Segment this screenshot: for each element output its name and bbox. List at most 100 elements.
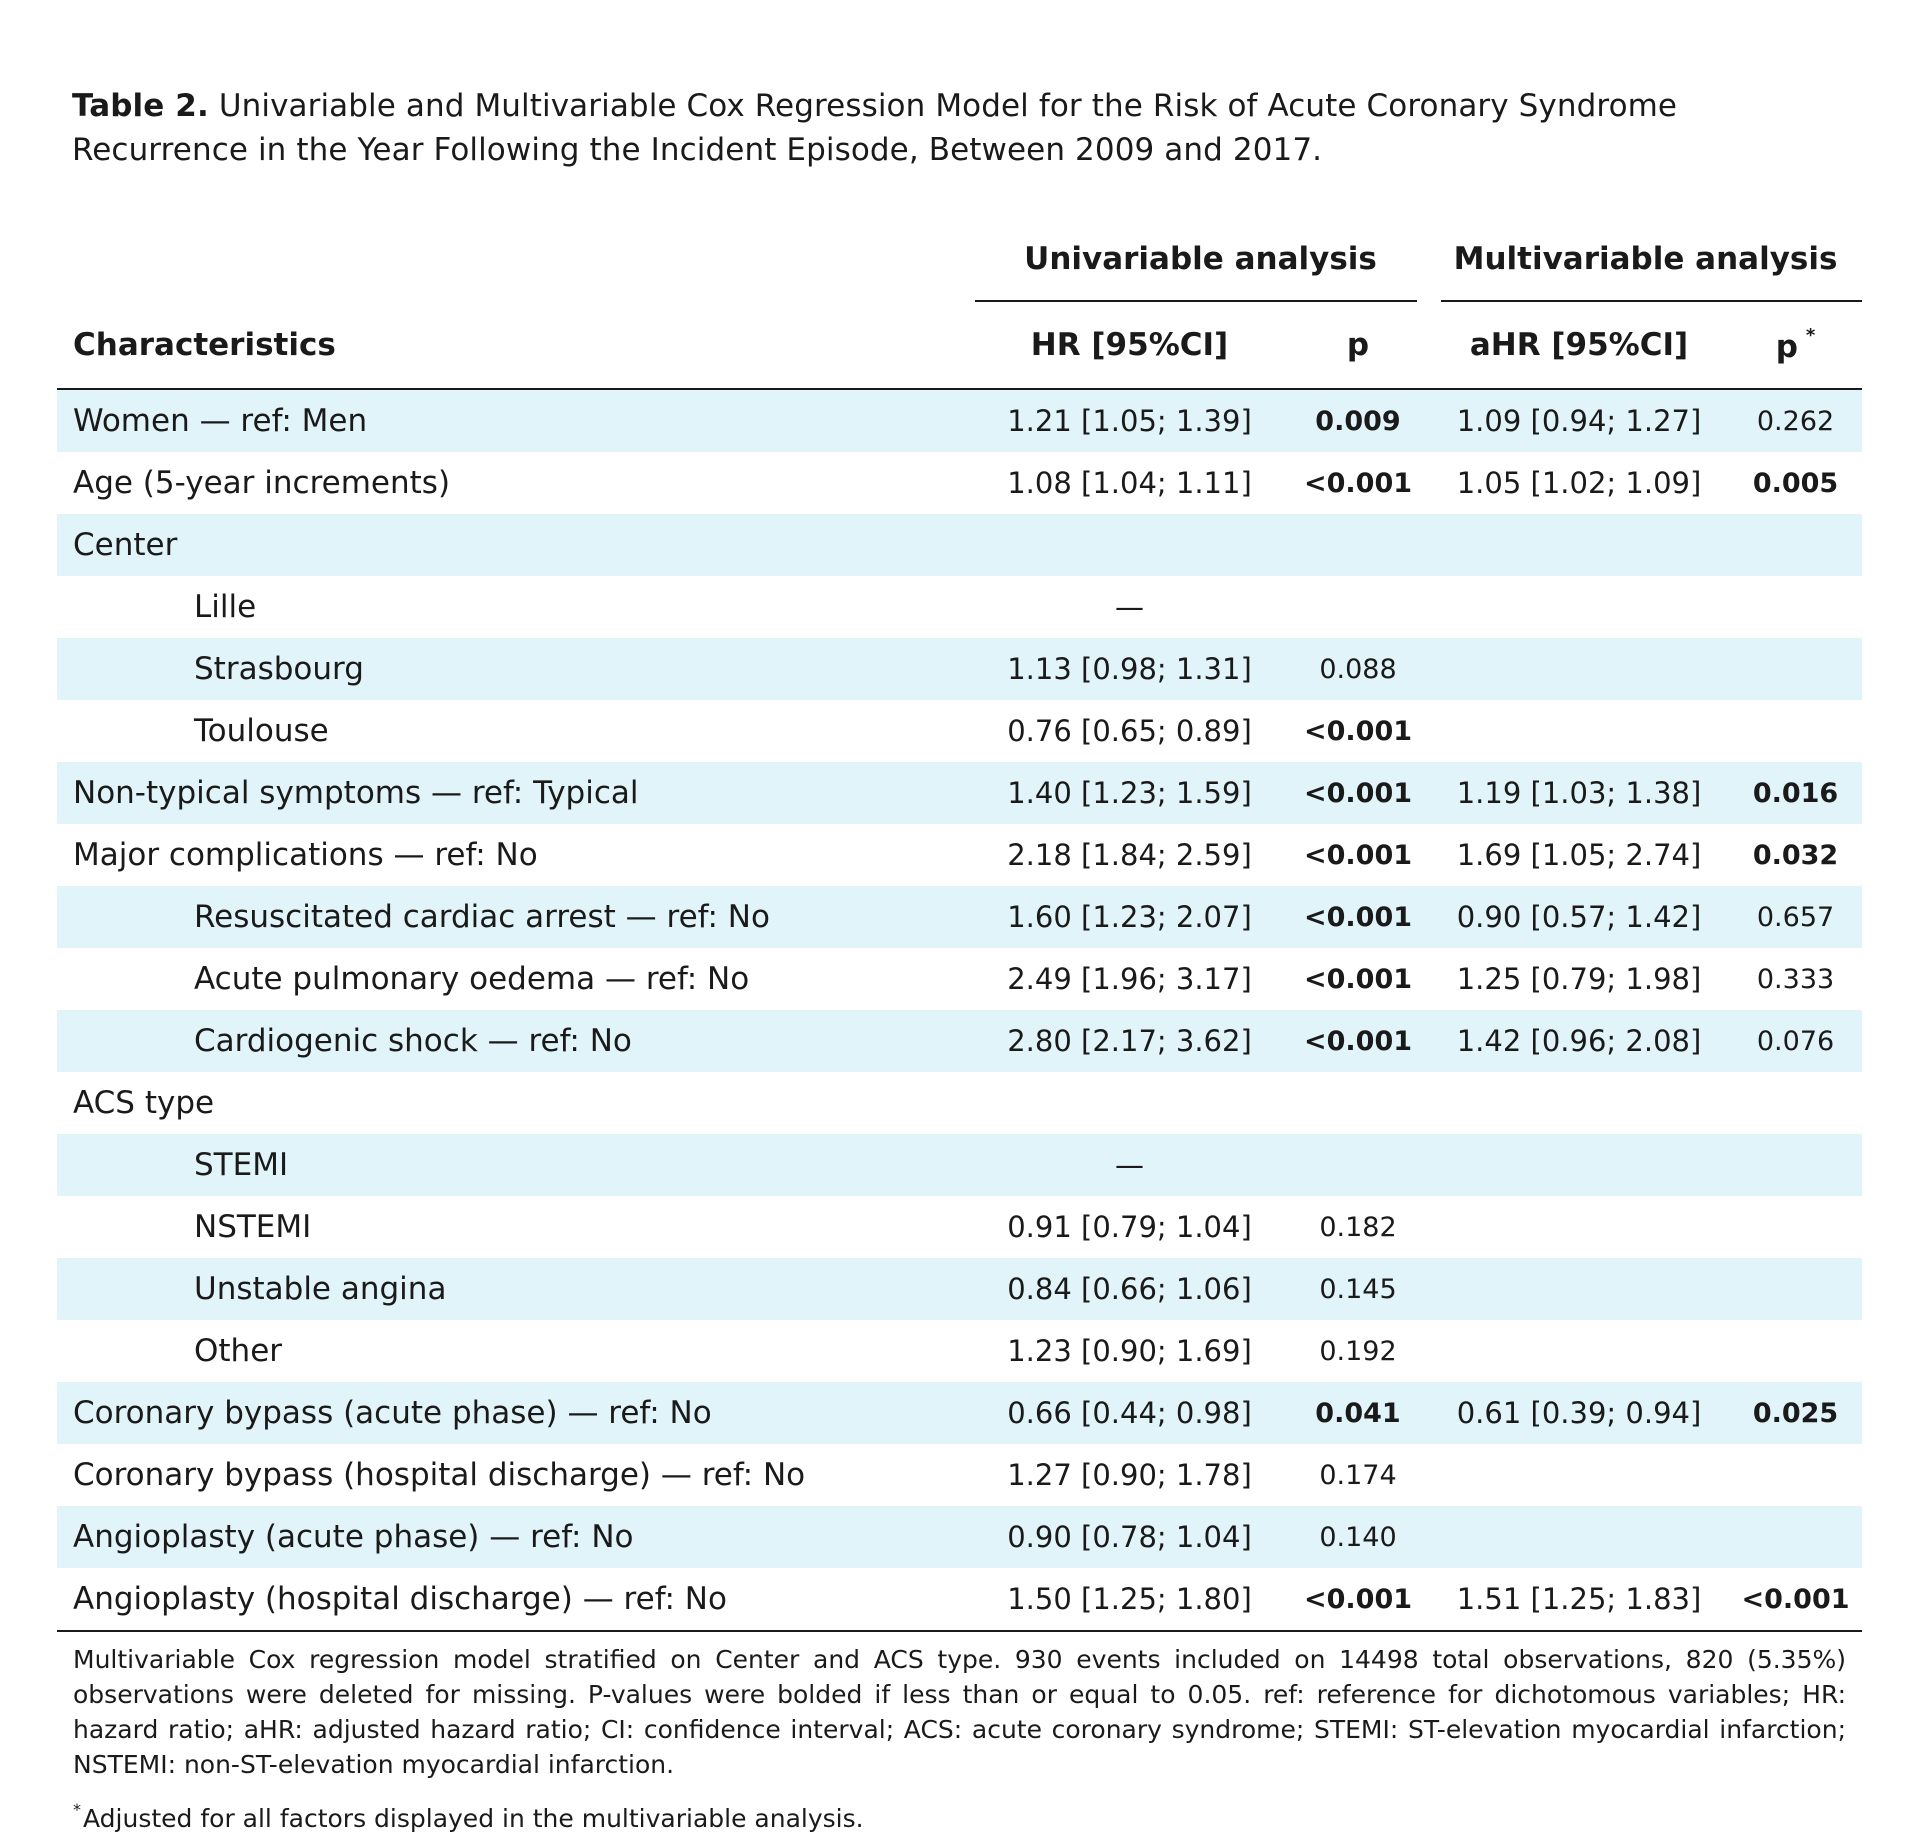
footnote-mark: * [73,1800,81,1819]
cell-p: 0.140 [1287,1506,1430,1568]
cell-p: 0.174 [1319,1459,1397,1491]
cell-p-adjusted: 0.016 [1729,762,1863,824]
cell-ahr: 1.09 [0.94; 1.27] [1429,389,1730,452]
cell-ahr [1429,1506,1730,1568]
regression-table: Univariable analysis Multivariable analy… [57,216,1863,1632]
cell-characteristic: Resuscitated cardiac arrest — ref: No [57,886,972,948]
cell-hr: 1.21 [1.05; 1.39] [972,389,1287,452]
cell-ahr [1429,638,1730,700]
cell-ahr: 0.61 [0.39; 0.94] [1429,1382,1730,1444]
cell-ahr: 0.90 [0.57; 1.42] [1429,886,1730,948]
cell-p-adjusted [1729,1506,1863,1568]
footnote-adjusted-text: Adjusted for all factors displayed in th… [83,1804,864,1833]
header-hr: HR [95%CI] [972,302,1287,390]
cell-ahr [1429,1444,1729,1506]
cell-p-adjusted: 0.005 [1752,467,1839,499]
cell-hr: 0.90 [0.78; 1.04] [972,1506,1287,1568]
cell-characteristic: Angioplasty (acute phase) — ref: No [57,1506,972,1568]
group-univariable-rule [975,300,1418,302]
table-row: ACS type [57,1072,1862,1134]
cell-p-adjusted [1729,638,1863,700]
cell-p-adjusted [1729,1444,1862,1506]
cell-characteristic: Strasbourg [57,638,972,700]
table-row: Angioplasty (acute phase) — ref: No 0.90 … [57,1506,1863,1568]
cell-characteristic: Toulouse [194,712,329,749]
cell-ahr [1429,1258,1730,1320]
cell-characteristic: STEMI [57,1134,972,1196]
table-row: Coronary bypass (hospital discharge) — r… [57,1444,1862,1506]
cell-p-adjusted [1729,700,1862,762]
table-row: Unstable angina 0.84 [0.66; 1.06] 0.145 [57,1258,1863,1320]
cell-p-adjusted: 0.333 [1756,963,1835,995]
cell-p [1287,576,1429,638]
table-row: Angioplasty (hospital discharge) — ref: … [57,1568,1863,1632]
cell-hr: 2.18 [1.84; 2.59] [1007,837,1252,872]
header-characteristics: Characteristics [57,302,972,390]
cell-p-adjusted [1729,1258,1863,1320]
cell-hr [972,1072,1287,1134]
cell-hr: 1.50 [1.25; 1.80] [972,1568,1287,1632]
cell-p: 0.182 [1319,1211,1397,1243]
cell-ahr [1429,514,1730,576]
cell-p-adjusted [1729,576,1862,638]
group-header-row: Univariable analysis Multivariable analy… [57,216,1863,302]
cell-characteristic: NSTEMI [194,1208,312,1245]
table-row: Non-typical symptoms — ref: Typical 1.40 … [57,762,1863,824]
table-body: Women — ref: Men 1.21 [1.05; 1.39] 0.009 1.… [57,389,1863,1632]
cell-hr: 0.91 [0.79; 1.04] [1007,1209,1252,1244]
group-multivariable-label: Multivariable analysis [1453,241,1838,277]
group-multivariable-rule [1441,300,1863,302]
cell-p [1287,1134,1430,1196]
header-p-adjusted-label: p [1775,329,1798,365]
cell-p-adjusted: 0.657 [1729,886,1863,948]
cell-ahr [1429,576,1729,638]
cell-p: <0.001 [1303,839,1413,871]
cell-characteristic: Cardiogenic shock — ref: No [57,1010,972,1072]
table-row: Toulouse 0.76 [0.65; 0.89] <0.001 [57,700,1862,762]
cell-characteristic: Acute pulmonary oedema — ref: No [194,960,750,997]
table-footnote: Multivariable Cox regression model strat… [73,1645,1846,1779]
cell-p-adjusted: 0.262 [1729,389,1863,452]
cell-p-adjusted [1729,1320,1862,1382]
cell-hr: 1.13 [0.98; 1.31] [972,638,1287,700]
cell-p: <0.001 [1287,762,1430,824]
cell-p: 0.088 [1287,638,1430,700]
cell-ahr [1429,1320,1729,1382]
cell-ahr [1429,1072,1729,1134]
cell-ahr: 1.51 [1.25; 1.83] [1429,1568,1730,1632]
cell-p-adjusted: <0.001 [1729,1568,1863,1632]
cell-ahr [1429,1134,1730,1196]
cell-p: <0.001 [1287,886,1430,948]
cell-ahr [1429,1196,1729,1258]
cell-characteristic: Center [57,514,972,576]
cell-ahr [1429,700,1729,762]
cell-hr: 0.66 [0.44; 0.98] [972,1382,1287,1444]
cell-hr [972,514,1287,576]
cell-characteristic: Major complications — ref: No [73,836,538,873]
cell-p: <0.001 [1303,715,1413,747]
cell-hr: 1.60 [1.23; 2.07] [972,886,1287,948]
table-footnote-adjusted: *Adjusted for all factors displayed in t… [73,1792,1862,1836]
table-row: STEMI — [57,1134,1863,1196]
cell-characteristic: Lille [194,588,257,625]
cell-hr: 1.40 [1.23; 1.59] [972,762,1287,824]
cell-characteristic: Age (5-year increments) [73,464,451,501]
cell-p: 0.041 [1287,1382,1430,1444]
cell-hr: 2.80 [2.17; 3.62] [972,1010,1287,1072]
cell-characteristic: Angioplasty (hospital discharge) — ref: … [57,1568,972,1632]
table-row: Age (5-year increments) 1.08 [1.04; 1.11]… [57,452,1862,514]
cell-characteristic: Unstable angina [57,1258,972,1320]
cell-ahr: 1.19 [1.03; 1.38] [1429,762,1730,824]
cell-ahr: 1.42 [0.96; 2.08] [1429,1010,1730,1072]
cell-hr: 1.27 [0.90; 1.78] [1007,1457,1252,1492]
cell-characteristic: ACS type [73,1084,215,1121]
table-row: Women — ref: Men 1.21 [1.05; 1.39] 0.009 1.… [57,389,1863,452]
header-ahr: aHR [95%CI] [1429,302,1730,390]
table-row: Coronary bypass (acute phase) — ref: No 0… [57,1382,1863,1444]
table-figure: Table 2. Univariable and Multivariable C… [57,84,1863,1836]
table-row: Strasbourg 1.13 [0.98; 1.31] 0.088 [57,638,1863,700]
cell-characteristic: Other [194,1332,283,1369]
group-spacer [57,216,972,302]
cell-p-adjusted: 0.032 [1752,839,1839,871]
cell-p: <0.001 [1303,467,1413,499]
